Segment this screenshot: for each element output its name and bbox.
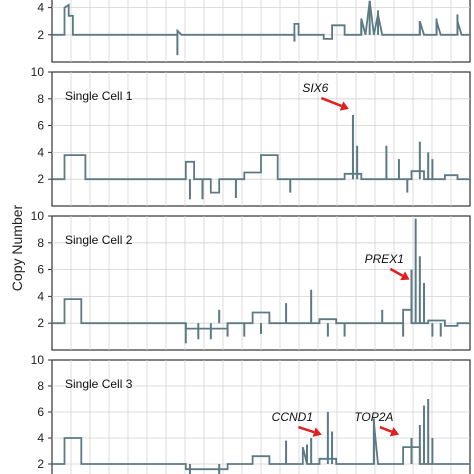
y-tick-label: 2 [37, 316, 44, 330]
trace-group [52, 399, 470, 474]
y-tick-label: 2 [37, 28, 44, 42]
copy-number-trace [52, 422, 470, 471]
copy-number-trace [52, 154, 470, 194]
y-tick-label: 8 [37, 379, 44, 393]
gene-annotation-label: CCND1 [272, 410, 313, 424]
y-tick-label: 6 [37, 119, 44, 133]
annotation-arrow-shaft [297, 425, 315, 434]
y-tick-label: 2 [37, 172, 44, 186]
y-tick-label: 10 [31, 353, 45, 367]
trace-group [52, 218, 470, 344]
y-tick-label: 10 [31, 65, 45, 79]
panel-label: Single Cell 2 [65, 233, 133, 247]
trace-group [52, 0, 470, 56]
annotation-arrow-head [312, 427, 322, 437]
annotation-arrow-shaft [389, 267, 404, 277]
y-tick-label: 10 [31, 209, 45, 223]
annotation-arrow-shaft [320, 96, 342, 108]
y-tick-label: 6 [37, 405, 44, 419]
annotation-arrow-head [400, 271, 410, 281]
panel-label: Single Cell 1 [65, 89, 133, 103]
gene-annotation-label: SIX6 [302, 81, 328, 95]
panel-1: 2 4 6 8 10 Single Cell 1 SIX6 [31, 65, 471, 207]
y-tick-label: 8 [37, 92, 44, 106]
y-tick-label: 4 [37, 431, 44, 445]
gene-annotation-label: TOP2A [354, 410, 393, 424]
y-tick-label: 4 [37, 289, 44, 303]
panel-3: 2 4 6 8 10 Single Cell 3 CCND1 TOP2A [31, 353, 471, 474]
annotation-arrow-head [389, 427, 400, 437]
copy-number-trace [52, 298, 470, 330]
panel-0: 24 [37, 0, 471, 63]
y-tick-label: 4 [37, 145, 44, 159]
y-tick-label: 2 [37, 457, 44, 471]
panel-label: Single Cell 3 [65, 377, 133, 391]
gene-annotation-label: PREX1 [365, 252, 404, 266]
y-tick-label: 4 [37, 1, 44, 15]
y-tick-label: 8 [37, 236, 44, 250]
trace-group [52, 114, 470, 200]
y-tick-label: 6 [37, 263, 44, 277]
annotation-arrow-shaft [379, 425, 393, 433]
annotation-arrow-head [339, 101, 349, 111]
panel-2: 2 4 6 8 10 Single Cell 2 PREX1 [31, 209, 471, 351]
